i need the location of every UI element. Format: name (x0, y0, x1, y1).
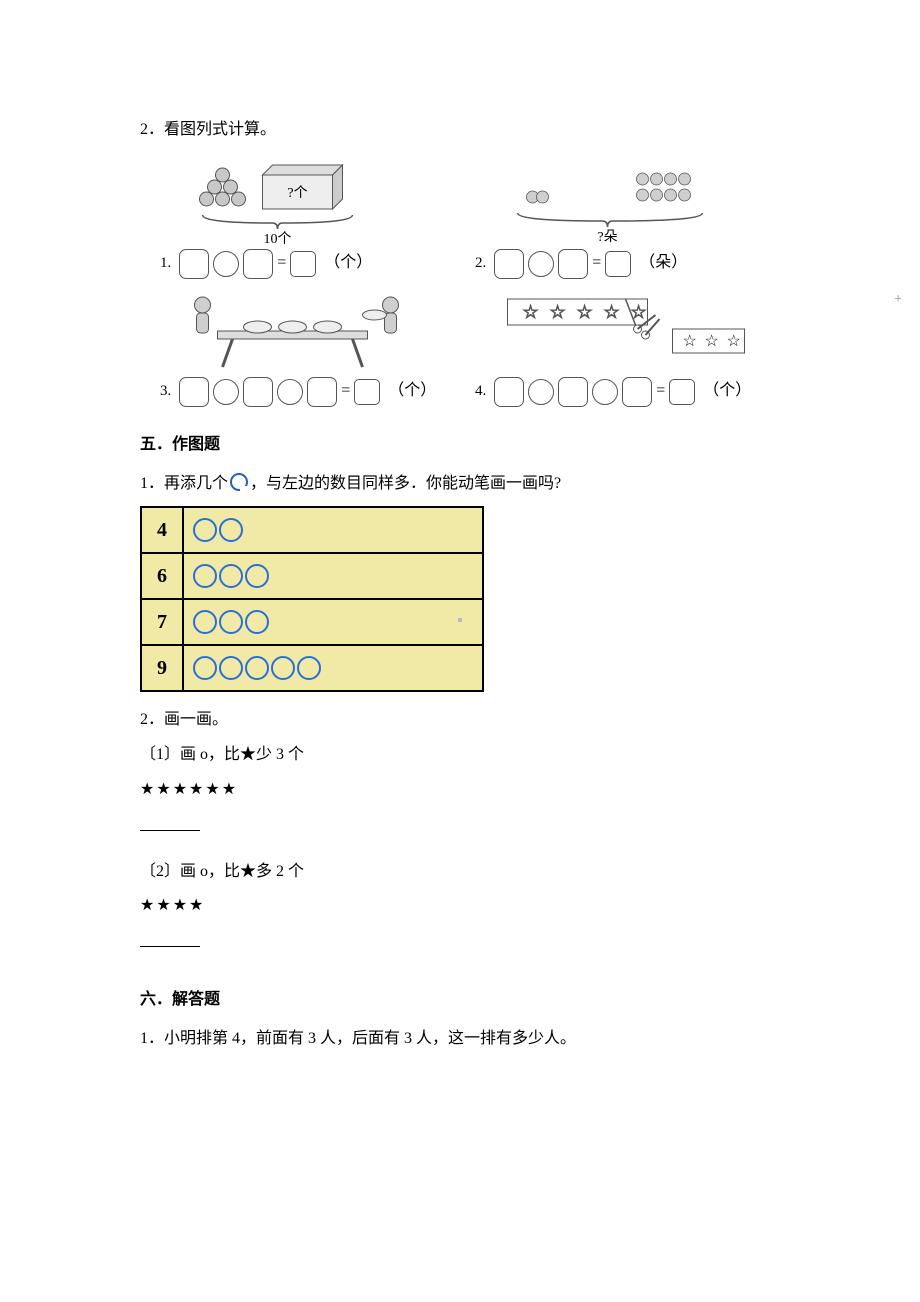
circle-icon (193, 564, 217, 588)
problem-4-num: 4. (475, 378, 486, 405)
answer-blank[interactable] (140, 815, 200, 831)
table-row: 9 (141, 645, 483, 691)
svg-text:?个: ?个 (287, 185, 307, 201)
row-circles[interactable] (183, 553, 483, 599)
equals: = (341, 377, 350, 406)
eq-op[interactable] (592, 379, 618, 405)
eq-op[interactable] (528, 379, 554, 405)
problem-1: ?个 10个 1. = (160, 157, 445, 279)
s5-q2-p1-label: 〔1〕画 o，比★少 3 个 (140, 741, 780, 770)
table-row: 7 (141, 599, 483, 645)
circle-icon (193, 518, 217, 542)
unit: （个） (388, 377, 436, 406)
problem-3-num: 3. (160, 378, 171, 405)
problem-3: 3. = （个） (160, 285, 445, 407)
svg-text:☆: ☆ (683, 333, 697, 350)
row-circles[interactable] (183, 507, 483, 553)
eq-result[interactable] (605, 251, 631, 277)
circle-icon (219, 656, 243, 680)
problem-1-num: 1. (160, 250, 171, 277)
eq-box[interactable] (179, 377, 209, 407)
svg-text:?朵: ?朵 (597, 230, 617, 245)
circles-table: 4679 (140, 506, 484, 692)
eq-box[interactable] (243, 249, 273, 279)
marker-dot (458, 618, 462, 622)
s5-q2-p2-stars: ★★★★ (140, 892, 780, 921)
eq-result[interactable] (354, 379, 380, 405)
section-6-title: 六．解答题 (140, 986, 780, 1015)
eq-box[interactable] (622, 377, 652, 407)
answer-blank[interactable] (140, 931, 200, 947)
row-number: 9 (141, 645, 183, 691)
problem-3-pic (160, 285, 445, 377)
svg-text:☆: ☆ (577, 302, 593, 322)
stray-plus: + (894, 287, 902, 312)
unit: （个） (703, 377, 751, 406)
problem-4: ☆ ☆ ☆ ☆ ☆ (475, 285, 760, 407)
s5-q1: 1．再添几个 ，与左边的数目同样多．你能动笔画一画吗? (140, 470, 780, 499)
unit: （个） (324, 249, 372, 278)
problem-1-pic: ?个 10个 (160, 157, 445, 249)
circle-icon (219, 518, 243, 542)
svg-text:☆: ☆ (705, 333, 719, 350)
row-number: 6 (141, 553, 183, 599)
table-row: 6 (141, 553, 483, 599)
circle-icon (245, 656, 269, 680)
svg-text:☆: ☆ (727, 333, 741, 350)
eq-box[interactable] (558, 249, 588, 279)
unit: （朵） (639, 249, 687, 278)
problem-2: ?朵 2. = （朵） (475, 157, 760, 279)
eq-result[interactable] (290, 251, 316, 277)
equals: = (656, 377, 665, 406)
circle-icon (219, 610, 243, 634)
section-5-title: 五．作图题 (140, 431, 780, 460)
s5-q2-p1-stars: ★★★★★★ (140, 776, 780, 805)
eq-result[interactable] (669, 379, 695, 405)
circle-icon (245, 564, 269, 588)
svg-text:☆: ☆ (604, 302, 620, 322)
circle-icon (193, 656, 217, 680)
svg-text:10个: 10个 (264, 231, 292, 247)
circle-icon (271, 656, 295, 680)
problem-2-pic: ?朵 (475, 157, 760, 249)
q2-label: 2．看图列式计算。 (140, 116, 780, 145)
eq-op[interactable] (213, 251, 239, 277)
circle-icon (245, 610, 269, 634)
eq-op[interactable] (528, 251, 554, 277)
row-number: 7 (141, 599, 183, 645)
circle-icon (297, 656, 321, 680)
problem-4-pic: ☆ ☆ ☆ ☆ ☆ (475, 285, 760, 377)
s6-q1: 1．小明排第 4，前面有 3 人，后面有 3 人，这一排有多少人。 (140, 1025, 780, 1054)
equals: = (592, 249, 601, 278)
eq-box[interactable] (558, 377, 588, 407)
eq-box[interactable] (494, 377, 524, 407)
eq-op[interactable] (277, 379, 303, 405)
table-row: 4 (141, 507, 483, 553)
eq-box[interactable] (307, 377, 337, 407)
svg-text:☆: ☆ (550, 302, 566, 322)
row-circles[interactable] (183, 599, 483, 645)
circle-icon (230, 473, 248, 491)
eq-op[interactable] (213, 379, 239, 405)
eq-box[interactable] (179, 249, 209, 279)
problem-2-num: 2. (475, 250, 486, 277)
row-number: 4 (141, 507, 183, 553)
eq-box[interactable] (494, 249, 524, 279)
s5-q2-p2-label: 〔2〕画 o，比★多 2 个 (140, 858, 780, 887)
svg-text:☆: ☆ (523, 302, 539, 322)
circle-icon (193, 610, 217, 634)
s5-q1-suffix: ，与左边的数目同样多．你能动笔画一画吗? (250, 475, 561, 492)
eq-box[interactable] (243, 377, 273, 407)
figure-block: + (140, 157, 780, 413)
circle-icon (219, 564, 243, 588)
equals: = (277, 249, 286, 278)
row-circles[interactable] (183, 645, 483, 691)
s5-q2-label: 2．画一画。 (140, 706, 780, 735)
s5-q1-prefix: 1．再添几个 (140, 475, 228, 492)
